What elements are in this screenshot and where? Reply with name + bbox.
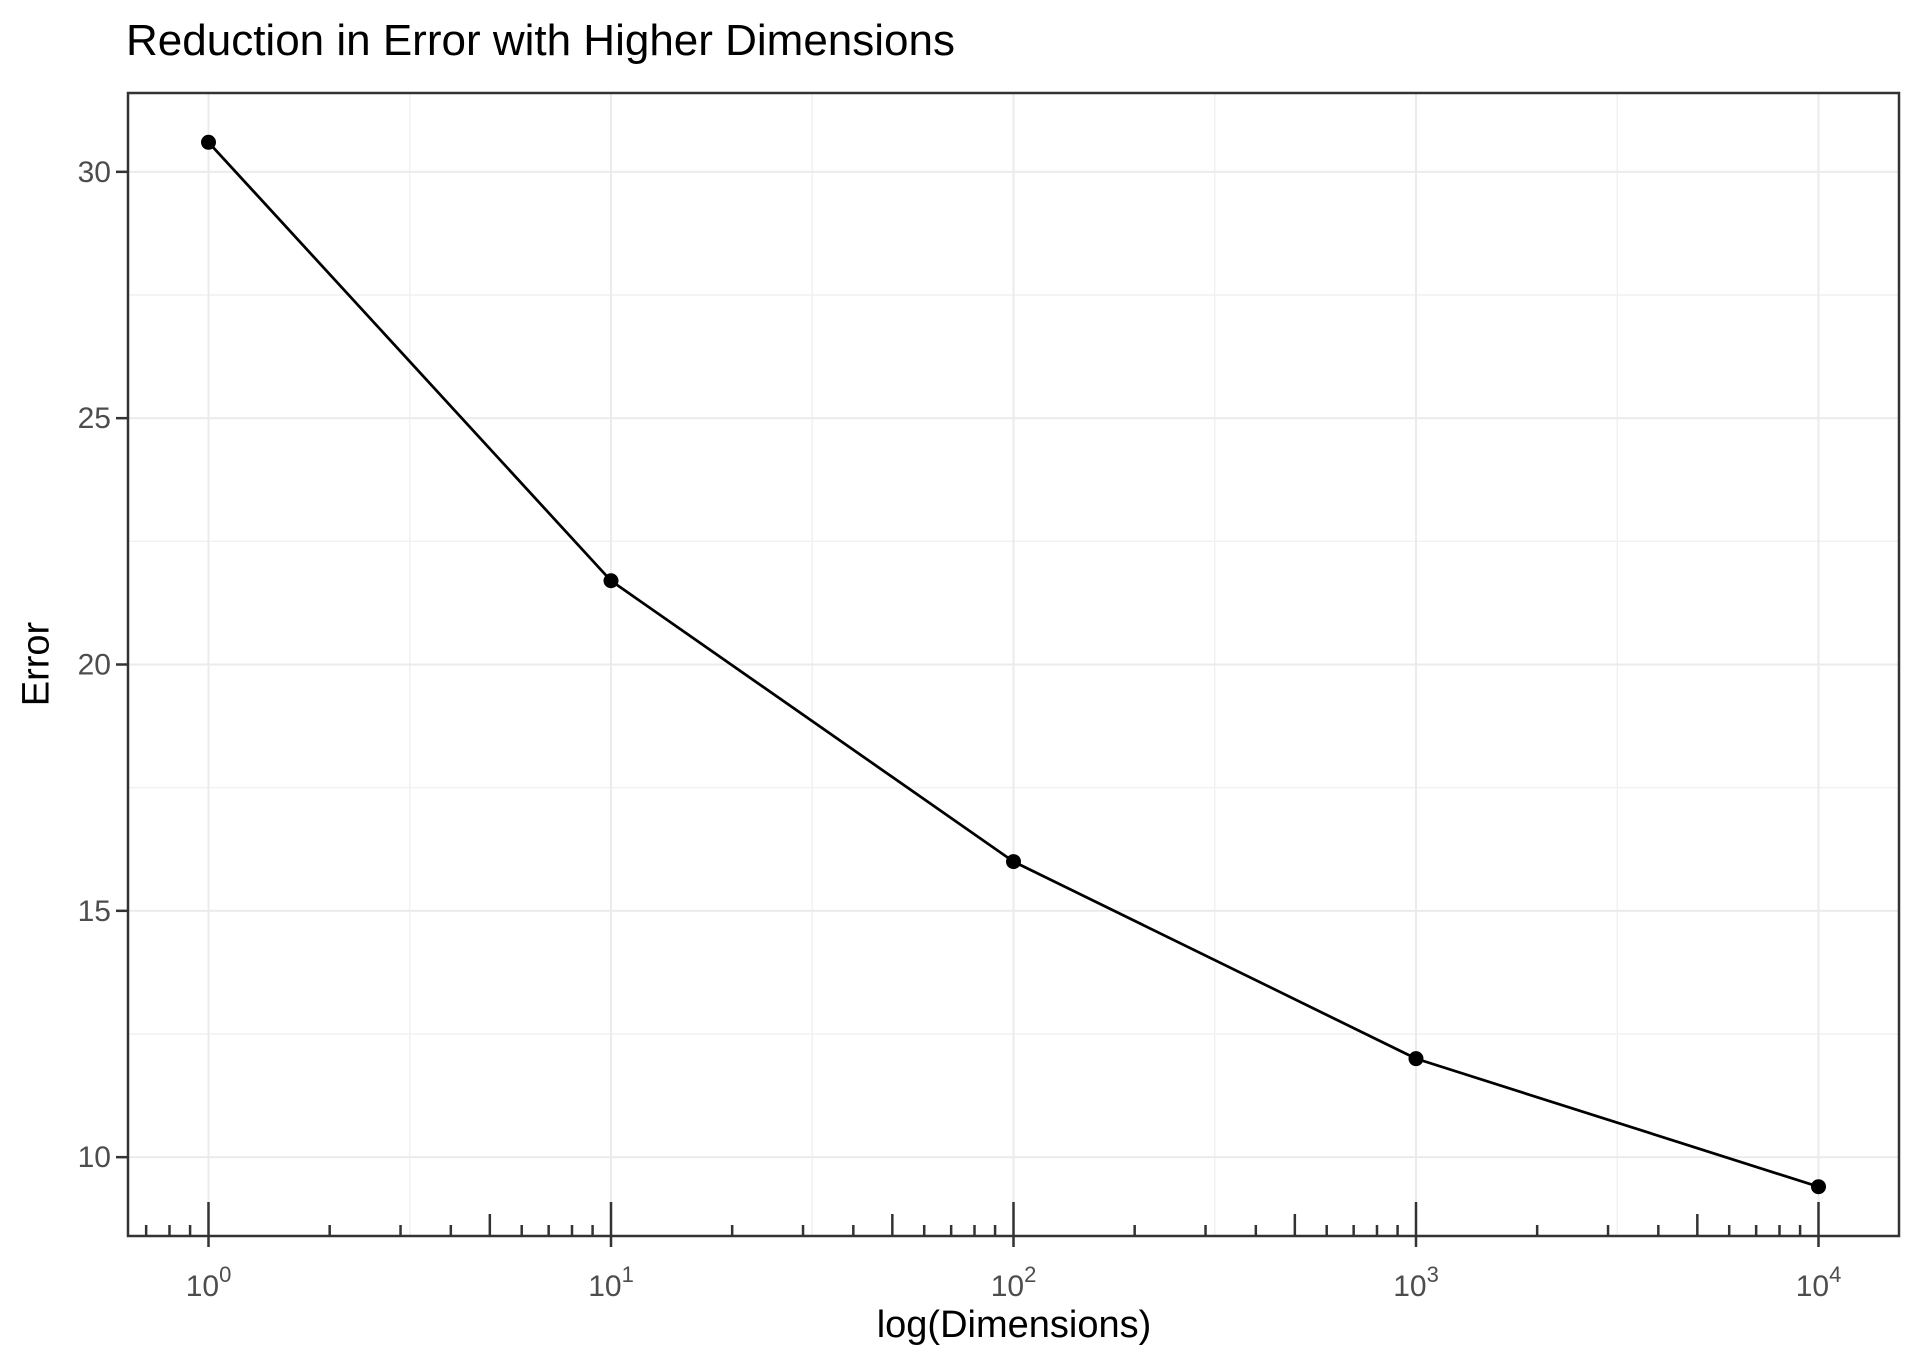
x-tick-label: 104 bbox=[1796, 1262, 1842, 1303]
x-tick-label: 100 bbox=[186, 1262, 232, 1303]
y-tick-label: 15 bbox=[78, 895, 111, 928]
y-tick-label: 30 bbox=[78, 156, 111, 189]
x-tick-label: 103 bbox=[1393, 1262, 1439, 1303]
chart-title: Reduction in Error with Higher Dimension… bbox=[126, 16, 955, 65]
y-tick-label: 25 bbox=[78, 402, 111, 435]
y-axis-title: Error bbox=[15, 621, 58, 707]
data-point bbox=[1811, 1179, 1826, 1195]
x-tick-label: 102 bbox=[991, 1262, 1037, 1303]
y-tick-label: 20 bbox=[78, 649, 111, 682]
data-point bbox=[603, 573, 619, 589]
data-point bbox=[1006, 854, 1021, 870]
y-tick-label: 10 bbox=[78, 1141, 111, 1174]
x-tick-label: 101 bbox=[588, 1262, 634, 1303]
data-point bbox=[201, 134, 216, 150]
panel-border bbox=[126, 91, 1901, 1238]
x-axis-title: log(Dimensions) bbox=[876, 1304, 1152, 1346]
data-point bbox=[1408, 1051, 1424, 1067]
